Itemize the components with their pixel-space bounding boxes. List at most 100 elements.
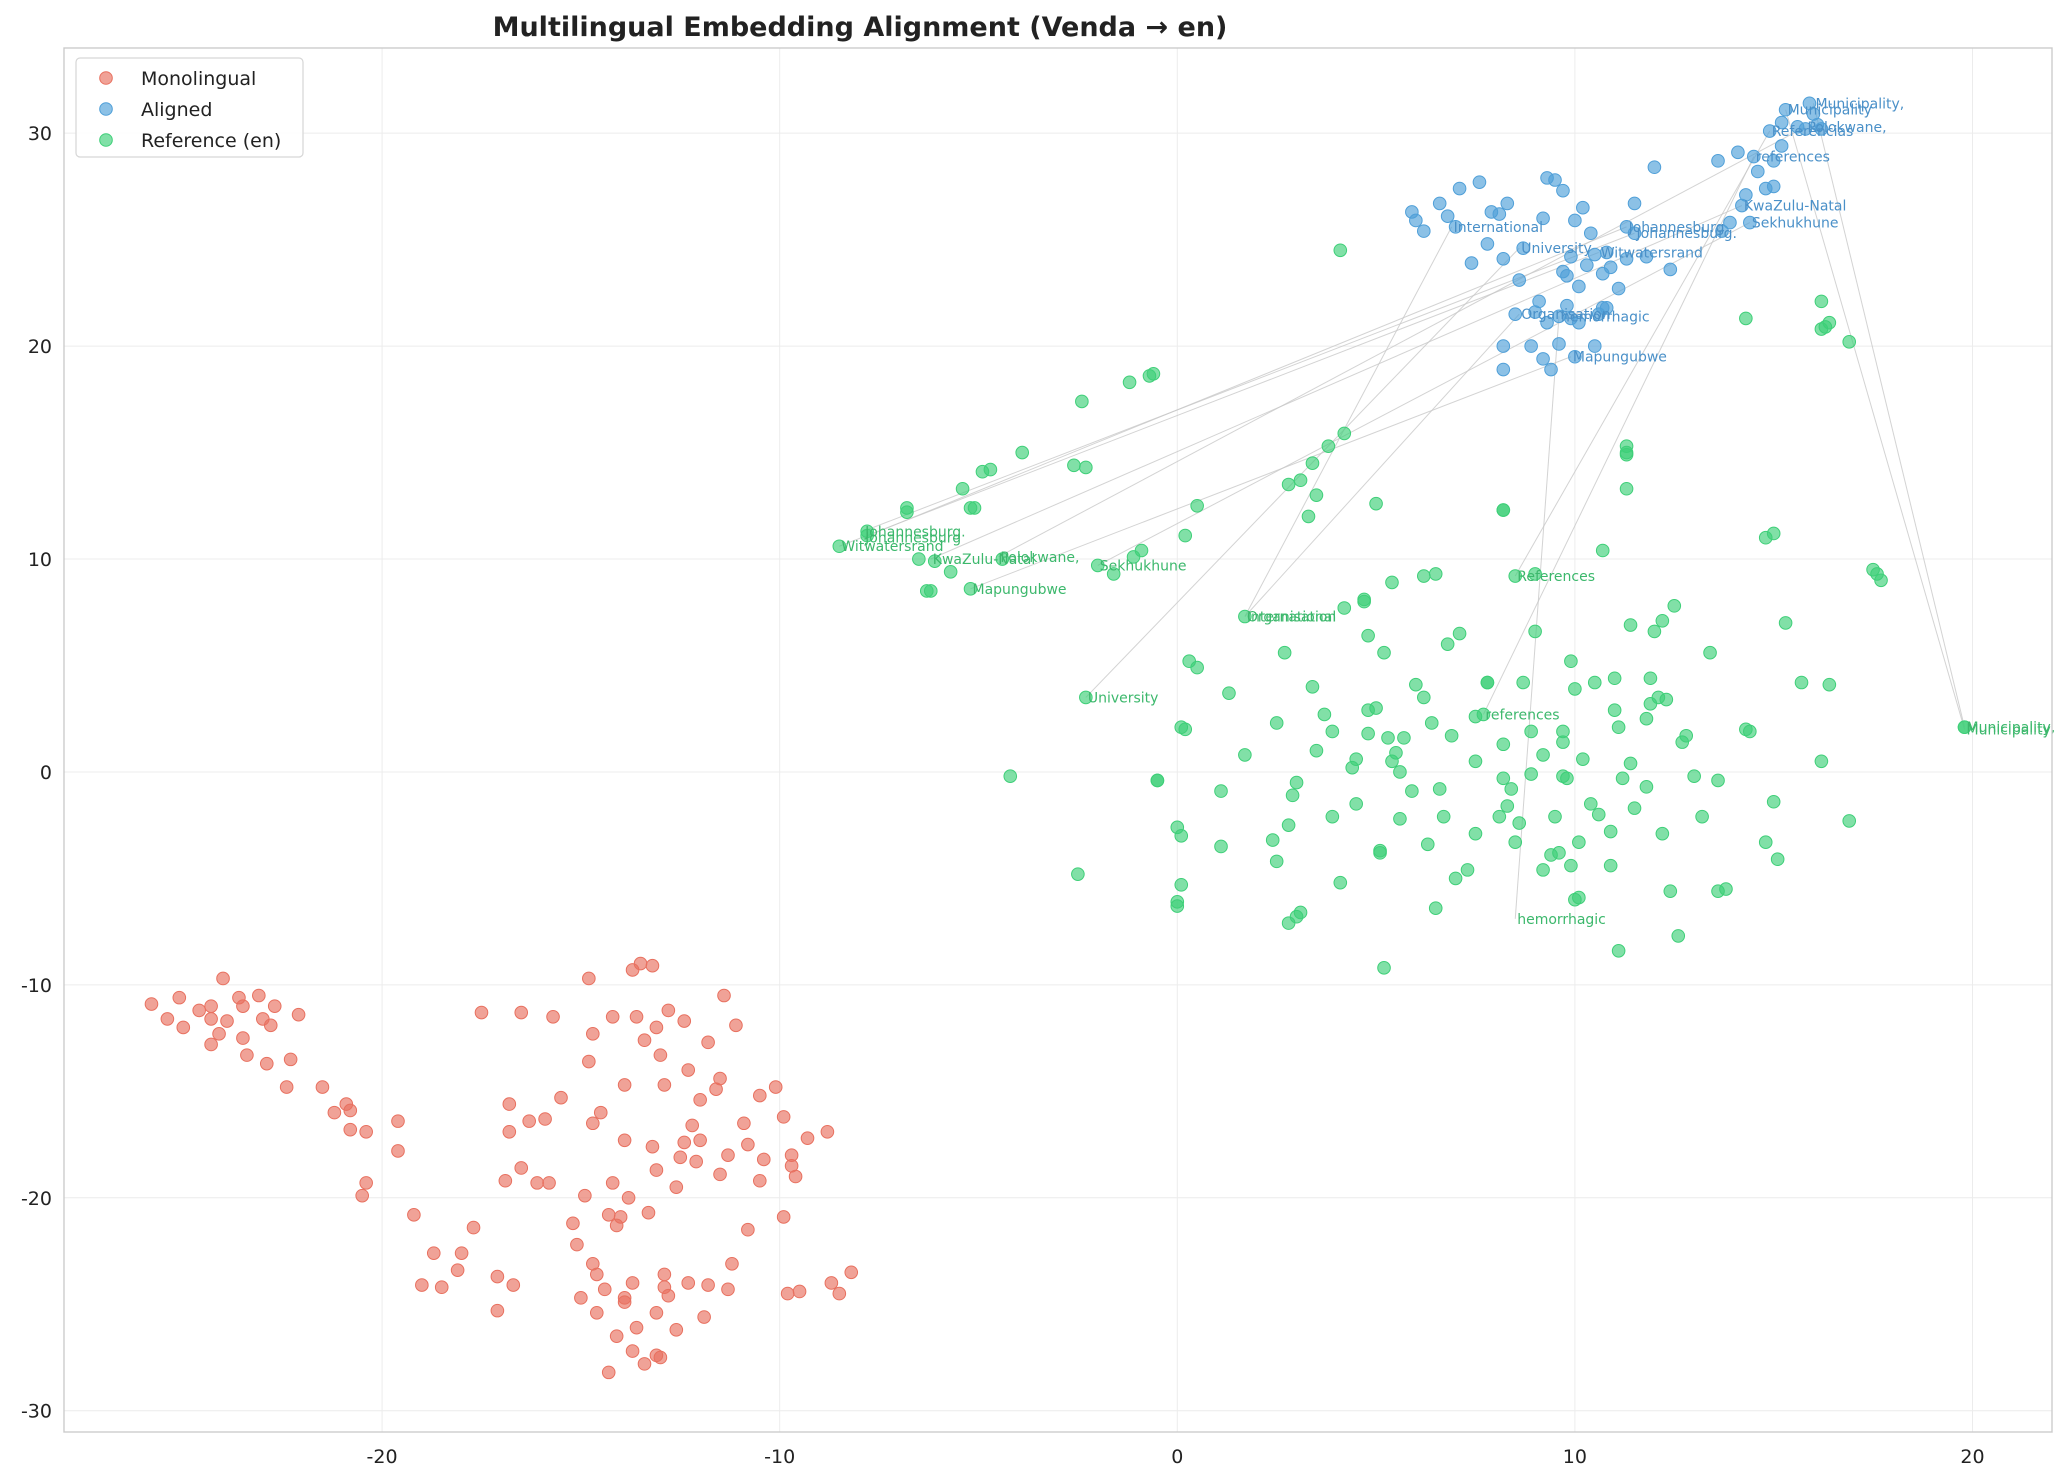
aligned-point-label: Municipality: [1788, 103, 1872, 119]
reference-point-label: Municipality: [1967, 722, 2051, 738]
reference-en-point: [1190, 660, 1204, 675]
monolingual-point: [753, 1088, 767, 1103]
aligned-point: [1587, 339, 1602, 353]
aligned-point: [1536, 352, 1550, 366]
monolingual-point: [212, 1027, 226, 1041]
reference-en-point: [1440, 637, 1455, 651]
alignment-link: [1812, 103, 1966, 728]
monolingual-point: [502, 1097, 517, 1111]
reference-en-point: [1842, 814, 1857, 828]
reference-en-point: [1639, 780, 1654, 794]
reference-en-point: [1496, 503, 1511, 517]
reference-en-point: [1389, 745, 1403, 760]
reference-en-point: [1349, 797, 1363, 811]
aligned-point-label: Organisation: [1521, 307, 1610, 323]
reference-en-point: [1178, 722, 1193, 737]
reference-point-label: hemorrhagic: [1517, 912, 1606, 928]
reference-en-point: [1333, 243, 1348, 258]
aligned-point-label: Polokwane,: [1807, 120, 1886, 136]
aligned-point: [1572, 279, 1586, 294]
reference-en-point: [1420, 837, 1435, 852]
aligned-point: [1647, 160, 1662, 175]
reference-en-point: [1325, 809, 1340, 824]
monolingual-point: [737, 1116, 751, 1131]
reference-en-point: [1277, 645, 1292, 660]
reference-point-label: Mapungubwe: [973, 582, 1067, 598]
legend-label: Monolingual: [141, 68, 256, 90]
reference-en-point: [1603, 858, 1618, 873]
reference-en-point: [1957, 720, 1972, 735]
reference-en-point: [1174, 877, 1189, 892]
reference-en-point: [1794, 675, 1809, 690]
reference-en-point: [832, 539, 847, 554]
reference-en-point: [1178, 528, 1193, 543]
reference-en-point: [1460, 863, 1475, 877]
monolingual-point: [645, 1139, 660, 1154]
aligned-point: [1739, 188, 1753, 202]
aligned-point: [1552, 337, 1566, 351]
aligned-point: [1536, 211, 1550, 226]
reference-en-point: [1568, 682, 1582, 696]
monolingual-point: [506, 1278, 521, 1292]
reference-en-point: [1695, 809, 1709, 824]
aligned-point-label: Johannesburg.: [1636, 226, 1737, 242]
y-tick-label: -10: [21, 975, 52, 997]
monolingual-point: [681, 1063, 696, 1077]
reference-en-point: [1615, 771, 1630, 786]
monolingual-point: [677, 1014, 692, 1028]
reference-en-point: [1524, 724, 1538, 739]
reference-en-point: [1703, 645, 1717, 660]
aligned-point-label: Johannesburg: [1628, 220, 1725, 236]
reference-en-point: [1500, 799, 1515, 813]
monolingual-point: [677, 1135, 692, 1150]
monolingual-point: [450, 1263, 465, 1277]
reference-en-point: [1743, 724, 1757, 739]
reference-en-point: [1528, 567, 1542, 581]
legend: Monolingual Aligned Reference (en): [75, 57, 304, 158]
reference-en-point: [1416, 569, 1431, 583]
aligned-point: [1627, 196, 1642, 211]
reference-en-point: [1405, 784, 1419, 798]
aligned-point: [1496, 339, 1511, 353]
reference-en-point: [1381, 731, 1395, 745]
reference-point-label: International: [1247, 610, 1336, 626]
y-tick-label: 30: [28, 123, 52, 145]
aligned-point: [1766, 179, 1781, 194]
reference-en-point: [1377, 961, 1391, 975]
reference-en-point: [1416, 690, 1431, 705]
reference-point-label: Municipality,: [1967, 720, 2056, 736]
monolingual-point: [605, 1010, 620, 1024]
reference-en-point: [1393, 765, 1407, 779]
monolingual-point: [693, 1093, 707, 1107]
reference-en-point: [1576, 752, 1590, 766]
monolingual-point: [204, 1012, 218, 1026]
monolingual-point: [629, 1010, 644, 1024]
aligned-point: [1627, 226, 1642, 241]
reference-en-point: [1428, 567, 1443, 581]
aligned-point: [1540, 315, 1554, 330]
alignment-link: [1244, 313, 1520, 617]
reference-en-point: [1452, 626, 1467, 641]
reference-en-point: [1079, 690, 1093, 705]
reference-en-point: [1448, 871, 1463, 886]
monolingual-point: [637, 1033, 652, 1048]
reference-en-point: [923, 584, 938, 598]
monolingual-point: [498, 1173, 513, 1188]
monolingual-point: [236, 1031, 250, 1045]
monolingual-point: [741, 1222, 755, 1237]
monolingual-point: [542, 1176, 556, 1190]
aligned-point: [1711, 154, 1725, 168]
reference-en-point: [1552, 846, 1566, 860]
reference-en-point: [1428, 901, 1443, 916]
reference-en-point: [1619, 481, 1634, 496]
reference-en-point: [1667, 599, 1682, 613]
monolingual-point: [689, 1154, 703, 1169]
reference-en-point: [1369, 496, 1383, 511]
plot-frame: [63, 47, 2053, 1433]
monolingual-point: [617, 1078, 632, 1092]
aligned-point-label: Witwatersrand: [1601, 245, 1703, 261]
aligned-point: [1416, 224, 1431, 238]
aligned-point: [1500, 196, 1515, 211]
monolingual-point: [701, 1035, 715, 1050]
monolingual-point: [578, 1188, 592, 1203]
